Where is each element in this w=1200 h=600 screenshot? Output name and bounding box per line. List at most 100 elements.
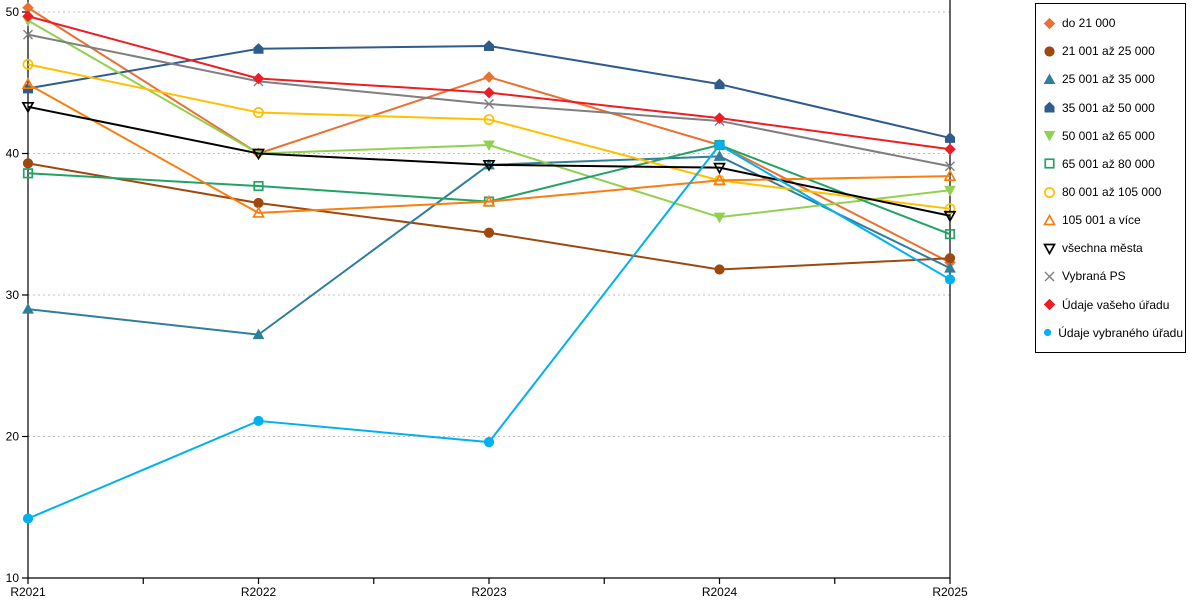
series-4-point-R2024 <box>713 212 726 224</box>
series-7-line <box>27 83 951 214</box>
series-9-point-R2025 <box>945 161 955 172</box>
series-3-point-R2023 <box>484 40 494 51</box>
legend-marker-square-icon <box>1044 158 1055 169</box>
series-6-point-R2023 <box>483 114 495 125</box>
legend-marker-circle-icon <box>1044 46 1055 57</box>
legend-item-1: 21 001 až 25 000 <box>1043 39 1183 63</box>
series-5-point-R2021 <box>22 168 34 179</box>
legend-label: do 21 000 <box>1062 16 1116 31</box>
legend-label: 50 001 až 65 000 <box>1062 128 1155 143</box>
series-1-point-R2025 <box>944 253 956 264</box>
series-5-group <box>22 139 956 240</box>
series-10-point-R2022 <box>252 72 265 85</box>
series-3-point-R2022 <box>253 43 264 54</box>
y-tick-label-20: 20 <box>6 430 20 444</box>
legend-label: 105 001 a více <box>1062 213 1141 228</box>
series-1-point-R2024 <box>714 264 725 275</box>
y-tick-label-50: 50 <box>6 5 20 19</box>
series-7-point-R2024 <box>713 173 726 186</box>
series-2-line <box>27 155 951 336</box>
legend-item-7: 105 001 a více <box>1043 208 1183 232</box>
series-7-point-R2022 <box>252 206 265 218</box>
series-11-point-R2025 <box>944 274 956 285</box>
series-5-line <box>27 144 951 236</box>
series-7-point-R2021 <box>21 77 35 90</box>
legend-marker-triangle-down-icon <box>1043 243 1056 255</box>
series-1-point-R2021 <box>22 158 34 169</box>
series-8-point-R2023 <box>482 159 496 172</box>
legend-marker-diamond-icon <box>1043 298 1056 311</box>
legend-marker-circle-icon <box>1043 329 1052 337</box>
legend-label: 80 001 až 105 000 <box>1062 185 1162 200</box>
legend-marker-triangle-down-icon <box>1043 131 1056 142</box>
series-4-point-R2023 <box>483 140 495 152</box>
x-tick-label-R2022: R2022 <box>241 585 277 599</box>
series-2-point-R2025 <box>944 262 956 273</box>
series-6-point-R2021 <box>22 58 34 70</box>
legend-item-4: 50 001 až 65 000 <box>1043 124 1183 148</box>
series-4-point-R2025 <box>944 185 956 197</box>
legend-item-9: Vybraná PS <box>1043 264 1183 288</box>
y-tick-label-30: 30 <box>6 288 20 302</box>
legend-label: 21 001 až 25 000 <box>1062 44 1155 59</box>
legend-item-2: 25 001 až 35 000 <box>1043 67 1183 91</box>
series-10-point-R2024 <box>713 112 726 124</box>
x-tick-label-R2024: R2024 <box>702 585 738 599</box>
x-tick-label-R2023: R2023 <box>471 585 507 599</box>
legend-item-3: 35 001 až 50 000 <box>1043 96 1183 120</box>
series-2-point-R2021 <box>22 303 34 314</box>
legend-marker-pentagon-icon <box>1044 101 1055 113</box>
series-8-group <box>21 101 957 223</box>
series-1-point-R2023 <box>483 227 495 238</box>
series-5-point-R2025 <box>944 229 956 240</box>
legend-label: 35 001 až 50 000 <box>1062 100 1155 115</box>
y-tick-label-40: 40 <box>6 147 20 161</box>
series-8-line <box>27 105 951 217</box>
series-1-group <box>22 158 956 275</box>
series-7-point-R2023 <box>482 194 496 207</box>
legend-marker-triangle-up-icon <box>1043 73 1056 84</box>
chart-legend: do 21 000 21 001 až 25 000 25 001 až 35 00… <box>1035 3 1186 353</box>
series-10-point-R2025 <box>944 143 956 155</box>
series-0-point-R2023 <box>483 71 495 83</box>
y-tick-label-10: 10 <box>6 571 20 585</box>
series-2-point-R2024 <box>713 150 726 161</box>
series-8-point-R2025 <box>943 210 957 223</box>
legend-label: všechna města <box>1062 241 1143 256</box>
series-11-point-R2023 <box>483 437 495 448</box>
legend-label: Údaje vybraného úřadu <box>1058 325 1183 340</box>
legend-label: Údaje vašeho úřadu <box>1062 297 1170 312</box>
series-10-point-R2021 <box>22 10 34 22</box>
legend-item-0: do 21 000 <box>1043 11 1183 35</box>
legend-marker-triangle-up-icon <box>1043 213 1056 226</box>
legend-item-8: všechna města <box>1043 236 1183 260</box>
legend-item-6: 80 001 až 105 000 <box>1043 180 1183 204</box>
series-6-point-R2022 <box>253 107 264 118</box>
series-7-point-R2025 <box>943 169 957 181</box>
series-11-point-R2022 <box>253 415 264 427</box>
series-11-point-R2024 <box>714 139 725 151</box>
legend-item-5: 65 001 až 80 000 <box>1043 152 1183 176</box>
legend-label: 65 001 až 80 000 <box>1062 156 1155 171</box>
series-8-point-R2022 <box>252 148 265 161</box>
series-3-point-R2024 <box>714 78 725 90</box>
series-9-point-R2021 <box>23 29 33 40</box>
legend-item-11: Údaje vybraného úřadu <box>1043 321 1183 345</box>
series-8-point-R2021 <box>21 101 35 114</box>
legend-label: Vybraná PS <box>1062 269 1126 284</box>
series-10-group <box>22 10 956 155</box>
legend-label: 25 001 až 35 000 <box>1062 72 1155 87</box>
legend-marker-circle-icon <box>1044 186 1055 198</box>
legend-item-10: Údaje vašeho úřadu <box>1043 293 1183 317</box>
series-6-point-R2025 <box>944 203 956 215</box>
series-11-group <box>22 139 956 524</box>
legend-marker-diamond-icon <box>1043 17 1056 29</box>
series-2-point-R2022 <box>252 328 265 340</box>
legend-marker-x-icon <box>1044 271 1055 282</box>
x-tick-label-R2025: R2025 <box>932 585 968 599</box>
series-9-point-R2023 <box>484 98 494 109</box>
series-11-point-R2021 <box>22 513 34 524</box>
x-tick-label-R2021: R2021 <box>10 585 46 599</box>
series-5-point-R2022 <box>253 180 264 192</box>
